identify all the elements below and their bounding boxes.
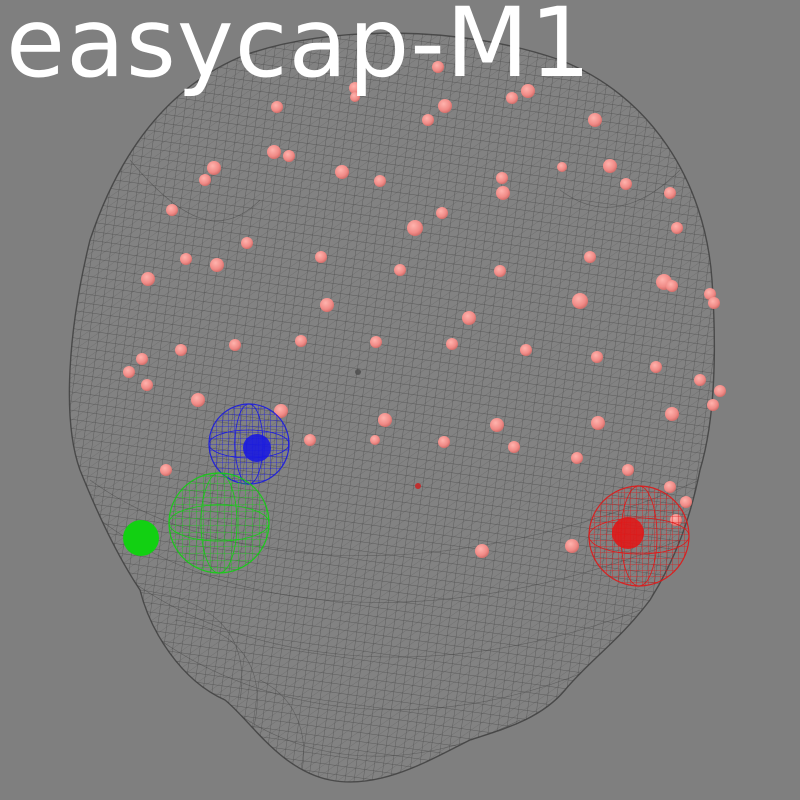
electrode-marker bbox=[175, 344, 187, 356]
electrode-marker bbox=[506, 92, 518, 104]
center-marker bbox=[355, 369, 421, 489]
electrode-marker bbox=[350, 92, 360, 102]
electrode-marker bbox=[283, 150, 295, 162]
electrode-marker bbox=[591, 351, 603, 363]
electrode-marker bbox=[315, 251, 327, 263]
electrode-marker bbox=[508, 441, 520, 453]
electrode-marker bbox=[438, 436, 450, 448]
electrode-marker bbox=[141, 272, 155, 286]
electrode-marker bbox=[436, 207, 448, 219]
electrode-marker bbox=[664, 481, 676, 493]
rpa-fiducial bbox=[588, 485, 690, 587]
electrode-marker bbox=[496, 172, 508, 184]
electrode-marker bbox=[521, 84, 535, 98]
electrode-marker bbox=[378, 413, 392, 427]
electrode-marker bbox=[707, 399, 719, 411]
electrode-marker bbox=[704, 288, 716, 300]
electrode-marker bbox=[349, 82, 361, 94]
electrode-marker bbox=[496, 186, 510, 200]
electrode-marker bbox=[141, 379, 153, 391]
electrode-marker bbox=[591, 416, 605, 430]
electrode-marker bbox=[494, 265, 506, 277]
electrode-marker bbox=[584, 251, 596, 263]
electrode-marker bbox=[422, 114, 434, 126]
electrode-marker bbox=[241, 237, 253, 249]
electrode-marker bbox=[394, 264, 406, 276]
electrode-marker bbox=[199, 174, 211, 186]
electrode-marker bbox=[520, 344, 532, 356]
electrode-marker bbox=[572, 293, 588, 309]
electrode-marker bbox=[295, 335, 307, 347]
electrode-marker bbox=[320, 298, 334, 312]
electrode-marker bbox=[304, 434, 316, 446]
electrode-marker bbox=[650, 361, 662, 373]
electrode-marker bbox=[229, 339, 241, 351]
electrode-marker bbox=[603, 159, 617, 173]
electrode-marker bbox=[665, 407, 679, 421]
electrode-marker bbox=[374, 175, 386, 187]
electrode-marker bbox=[588, 113, 602, 127]
electrode-marker bbox=[557, 162, 567, 172]
nasion-fiducial bbox=[208, 403, 290, 485]
electrode-marker bbox=[565, 539, 579, 553]
electrode-marker bbox=[271, 101, 283, 113]
electrode-marker bbox=[407, 220, 423, 236]
electrode-marker bbox=[438, 99, 452, 113]
electrode-marker bbox=[136, 353, 148, 365]
electrode-marker bbox=[191, 393, 205, 407]
electrode-marker bbox=[274, 404, 288, 418]
electrode-marker bbox=[370, 435, 380, 445]
electrode-marker bbox=[166, 204, 178, 216]
electrode-marker bbox=[714, 385, 726, 397]
electrode-marker bbox=[664, 187, 676, 199]
electrode-marker bbox=[666, 280, 678, 292]
electrode-marker bbox=[571, 452, 583, 464]
electrode-marker bbox=[694, 374, 706, 386]
electrode-marker bbox=[490, 418, 504, 432]
electrode-markers bbox=[123, 61, 726, 558]
electrode-marker bbox=[671, 222, 683, 234]
electrode-marker bbox=[462, 311, 476, 325]
electrode-marker bbox=[207, 161, 221, 175]
electrode-marker bbox=[335, 165, 349, 179]
electrode-marker bbox=[446, 338, 458, 350]
lpa-fiducial bbox=[123, 472, 270, 574]
electrode-marker bbox=[708, 297, 720, 309]
electrode-marker bbox=[680, 496, 692, 508]
electrode-marker bbox=[370, 336, 382, 348]
electrode-marker bbox=[622, 464, 634, 476]
electrode-marker bbox=[432, 61, 444, 73]
electrode-marker bbox=[475, 544, 489, 558]
electrode-marker bbox=[123, 366, 135, 378]
electrode-marker bbox=[210, 258, 224, 272]
electrode-marker bbox=[620, 178, 632, 190]
plot-title: easycap-M1 bbox=[6, 0, 592, 99]
electrode-marker bbox=[160, 464, 172, 476]
electrode-marker bbox=[180, 253, 192, 265]
electrode-marker bbox=[267, 145, 281, 159]
